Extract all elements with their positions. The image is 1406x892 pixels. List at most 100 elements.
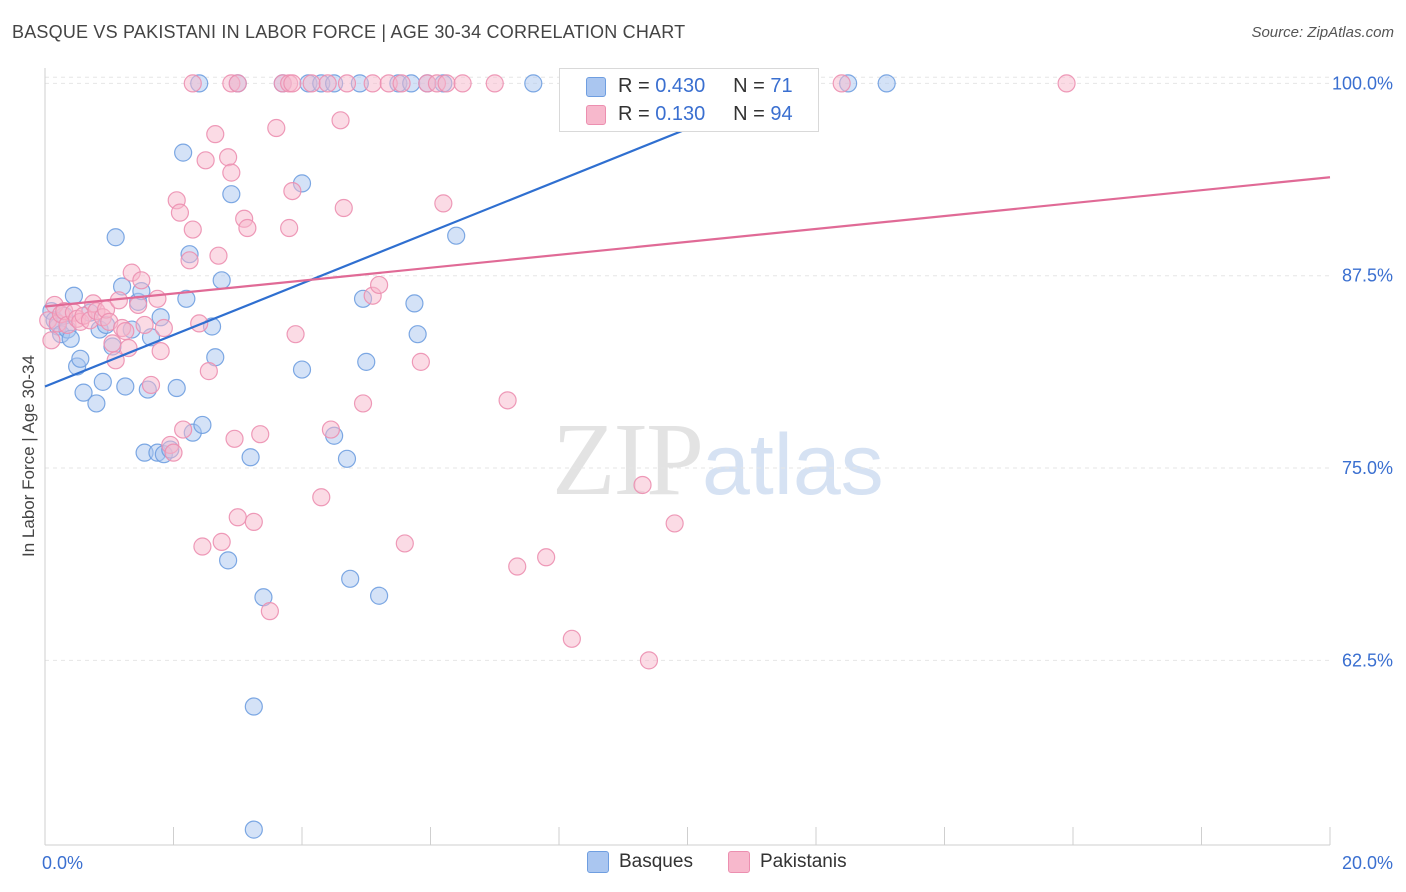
pakistani-point [42, 331, 61, 350]
pakistani-point [283, 181, 302, 201]
n-label: N = [733, 75, 765, 97]
pakistanis-swatch [586, 105, 606, 125]
correlation-legend: R = 0.430 N = 71 R = 0.130 N = 94 [559, 68, 819, 132]
basque-point [106, 228, 125, 247]
legend-row-basques-text: R = 0.430 N = 71 [618, 75, 793, 98]
chart-title: BASQUE VS PAKISTANI IN LABOR FORCE | AGE… [12, 22, 686, 42]
watermark: ZIPatlas [552, 400, 884, 519]
pakistani-point [135, 315, 154, 335]
basque-point [174, 143, 193, 162]
basque-point [524, 74, 543, 93]
pakistani-point [280, 218, 299, 238]
basque-point [405, 294, 424, 313]
pakistani-point [132, 271, 151, 290]
y-tick-label: 100.0% [1332, 73, 1393, 93]
pakistani-point [238, 218, 257, 238]
watermark-zip: ZIP [552, 402, 704, 517]
pakistani-point [206, 125, 225, 144]
pakistani-point [212, 532, 231, 551]
pakistani-point [363, 74, 382, 93]
n-value: 71 [770, 75, 793, 97]
pakistani-point [1057, 74, 1076, 93]
pakistani-point [180, 251, 199, 270]
pakistani-point [251, 425, 270, 444]
n-label: N = [733, 103, 765, 125]
basque-point [167, 378, 186, 398]
pakistani-point [318, 74, 337, 93]
pakistani-point [437, 74, 456, 93]
pakistani-point [183, 74, 202, 93]
basque-point [408, 325, 427, 344]
legend-label-basques: Basques [619, 851, 693, 873]
x-tick-label: 0.0% [42, 853, 83, 873]
pakistani-point [154, 318, 173, 338]
pakistani-point [392, 74, 411, 93]
legend-item-basques[interactable]: Basques [587, 851, 693, 873]
y-tick-label: 87.5% [1342, 266, 1393, 286]
pakistani-point [141, 375, 161, 395]
pakistani-point [116, 322, 135, 341]
pakistani-point [562, 629, 581, 648]
pakistani-point [639, 651, 659, 670]
basque-point [341, 569, 360, 588]
basque-point [447, 226, 466, 245]
pakistani-point [174, 420, 193, 439]
pakistani-point [209, 246, 228, 265]
pakistani-point [321, 420, 341, 439]
pakistani-point [283, 74, 302, 93]
pakistani-trend-line [44, 176, 1331, 308]
basque-point [177, 289, 196, 308]
pakistani-point [302, 74, 321, 93]
basque-point [116, 377, 135, 396]
r-label: R = [618, 103, 650, 125]
basque-point [292, 360, 312, 379]
pakistani-point [260, 602, 279, 621]
basques-swatch [586, 77, 606, 97]
pakistani-point [331, 111, 350, 130]
pakistani-point [665, 514, 684, 533]
pakistani-point [312, 488, 331, 507]
basque-point [212, 271, 231, 290]
legend-item-pakistanis[interactable]: Pakistanis [728, 851, 847, 873]
pakistani-point [508, 557, 527, 576]
basque-point [219, 551, 238, 570]
pakistanis-swatch [728, 851, 750, 873]
pakistani-point [148, 289, 167, 308]
basque-point [241, 448, 260, 467]
pakistani-point [498, 391, 517, 410]
basque-point [193, 415, 212, 435]
pakistani-point [434, 194, 453, 213]
pakistani-point [537, 548, 556, 567]
watermark-atlas: atlas [702, 417, 884, 513]
pakistani-point [196, 151, 215, 170]
pakistani-point [183, 220, 202, 239]
basque-point [87, 394, 106, 413]
pakistani-point [103, 334, 122, 353]
pakistani-point [129, 295, 148, 315]
pakistani-point [228, 508, 247, 527]
pakistani-point [228, 74, 247, 93]
pakistani-point [222, 163, 241, 182]
pakistani-point [190, 314, 209, 333]
basque-point [93, 372, 112, 391]
pakistani-point [193, 537, 212, 556]
basque-point [64, 286, 84, 305]
basques-swatch [587, 851, 609, 873]
n-value: 94 [770, 103, 793, 125]
basque-point [370, 586, 389, 605]
pakistani-point [370, 275, 389, 295]
pakistani-point [485, 74, 504, 93]
r-value: 0.430 [655, 75, 706, 97]
legend-label-pakistanis: Pakistanis [760, 851, 847, 873]
pakistani-point [267, 118, 286, 138]
y-tick-label: 75.0% [1342, 458, 1393, 478]
pakistani-point [170, 203, 190, 222]
r-value: 0.130 [655, 103, 706, 125]
basque-point [222, 185, 241, 204]
r-label: R = [618, 75, 650, 97]
pakistani-point [151, 342, 170, 361]
y-axis-label: In Labor Force | Age 30-34 [19, 355, 38, 557]
y-tick-label: 62.5% [1342, 650, 1393, 670]
pakistani-point [395, 534, 414, 553]
